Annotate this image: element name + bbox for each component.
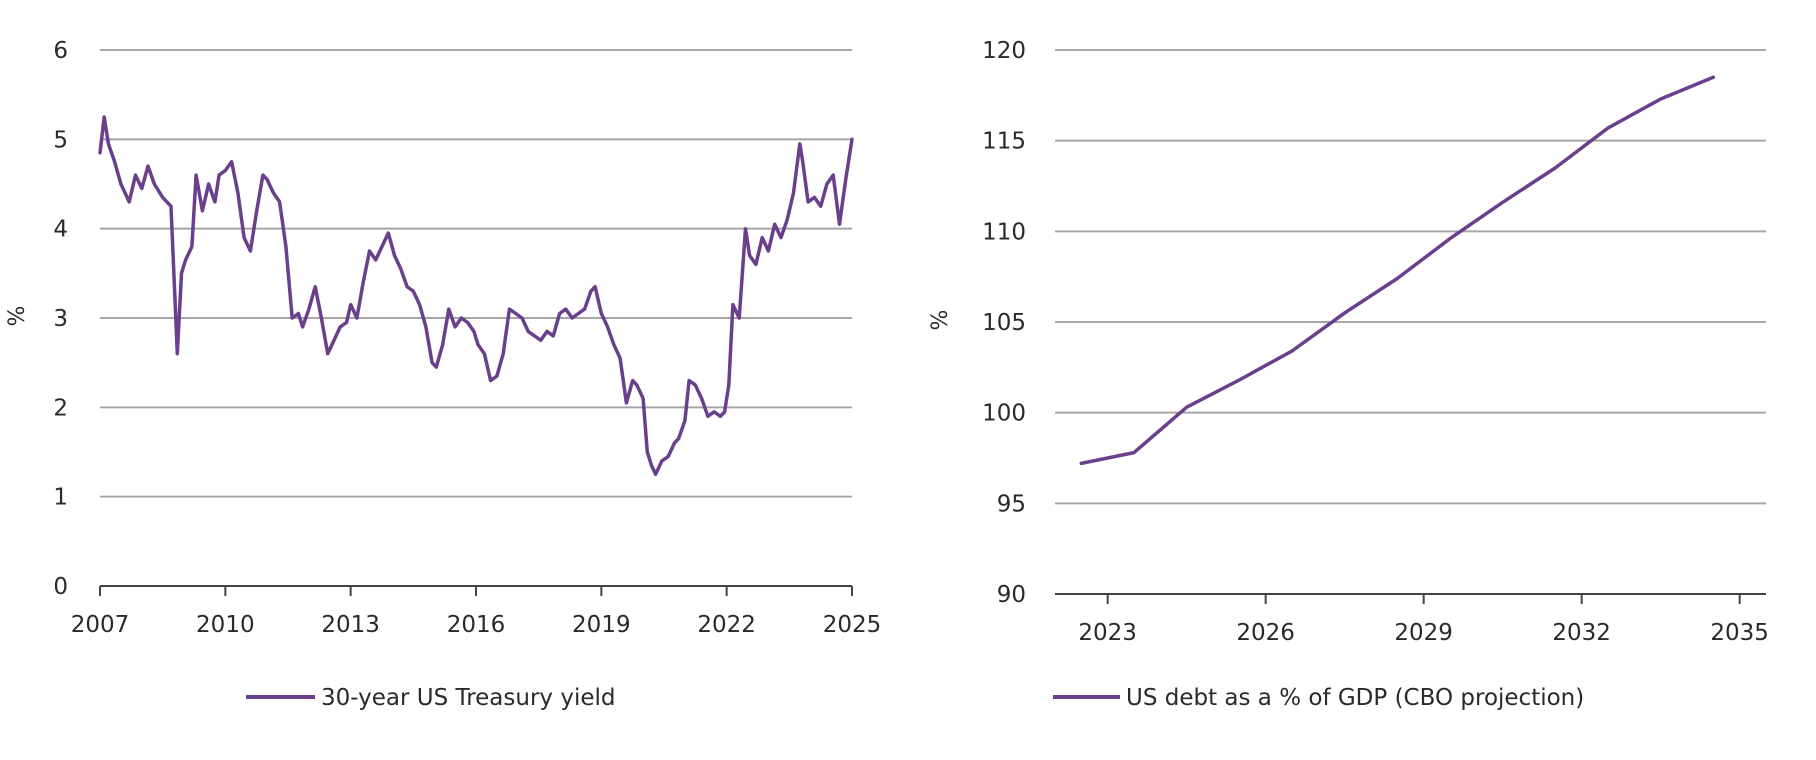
x-tick-label: 2010 <box>196 612 255 638</box>
y-tick-label: 90 <box>997 582 1026 608</box>
y-tick-label: 1 <box>53 485 68 511</box>
y-tick-label: 105 <box>982 310 1026 336</box>
y-tick-label: 100 <box>982 401 1026 427</box>
y-axis-label: % <box>928 310 953 331</box>
y-tick-label: 6 <box>53 38 68 64</box>
x-tick-label: 2035 <box>1710 620 1769 646</box>
series-line <box>98 115 854 477</box>
x-tick-label: 2022 <box>697 612 756 638</box>
y-tick-label: 110 <box>982 219 1026 245</box>
treasury-yield-chart: 0 1 2 3 4 5 6 2007 2010 2013 2016 2019 2022 2025% 30-y… <box>5 38 881 711</box>
x-tick-label: 2013 <box>321 612 380 638</box>
x-tick-label: 2007 <box>71 612 130 638</box>
y-axis-label: % <box>5 306 30 327</box>
x-tick-label: 2025 <box>823 612 882 638</box>
y-tick-label: 2 <box>53 395 68 421</box>
y-tick-label: 5 <box>53 127 68 153</box>
x-tick-label: 2016 <box>447 612 506 638</box>
y-tick-label: 95 <box>997 491 1026 517</box>
x-tick-label: 2029 <box>1394 620 1453 646</box>
legend-label: US debt as a % of GDP (CBO projection) <box>1126 685 1584 711</box>
y-tick-label: 3 <box>53 306 68 332</box>
y-tick-label: 115 <box>982 129 1026 155</box>
x-tick-label: 2026 <box>1236 620 1295 646</box>
x-tick-label: 2019 <box>572 612 631 638</box>
x-tick-label: 2032 <box>1552 620 1611 646</box>
x-tick-label: 2023 <box>1078 620 1137 646</box>
legend-label: 30-year US Treasury yield <box>321 685 615 711</box>
debt-to-gdp-chart: 90 95 100 105 110 115 120 2023 2026 2029 2032 2035%… <box>928 38 1769 711</box>
y-tick-label: 4 <box>53 217 68 243</box>
series-line <box>1079 75 1716 466</box>
y-tick-label: 120 <box>982 38 1026 64</box>
y-tick-label: 0 <box>53 574 68 600</box>
